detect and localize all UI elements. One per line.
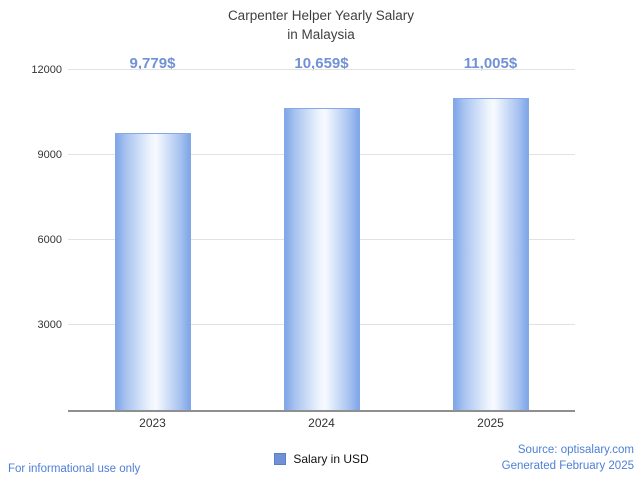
plot-area	[68, 69, 575, 412]
generated-text: Generated February 2025	[501, 460, 634, 473]
source-block: Source: optisalary.com Generated Februar…	[502, 442, 634, 475]
bar-value-labels: 9,779$ 10,659$ 11,005$	[68, 55, 575, 75]
y-tick-label-3000: 3000	[37, 319, 62, 331]
chart-title-line2: in Malaysia	[287, 26, 355, 42]
bar-2023	[114, 132, 191, 410]
source-text: Source: optisalary.com	[517, 443, 634, 456]
x-tick-label-2023: 2023	[139, 416, 166, 430]
bar-value-label-2025: 11,005$	[463, 55, 518, 72]
gridline-12000	[68, 69, 575, 70]
disclaimer-text: For informational use only	[8, 463, 141, 475]
x-tick-label-2024: 2024	[308, 416, 335, 430]
y-tick-label-6000: 6000	[37, 234, 62, 246]
legend-label: Salary in USD	[293, 452, 369, 466]
x-tick-label-2025: 2025	[477, 416, 504, 430]
chart-title: Carpenter Helper Yearly Salary in Malays…	[0, 7, 642, 45]
bars	[68, 70, 575, 410]
bar-value-label-2023: 9,779$	[129, 55, 176, 72]
legend-swatch-icon	[274, 453, 287, 465]
legend: Salary in USD	[68, 452, 575, 466]
y-tick-label-9000: 9000	[37, 149, 62, 161]
y-axis-labels: 3000 6000 9000 12000	[0, 64, 62, 410]
bar-value-label-2024: 10,659$	[294, 55, 349, 72]
bar-2025	[452, 98, 529, 410]
y-tick-label-12000: 12000	[31, 64, 62, 76]
x-axis-labels: 2023 2024 2025	[68, 416, 575, 430]
bar-2024	[283, 108, 360, 410]
chart-title-line1: Carpenter Helper Yearly Salary	[227, 8, 415, 23]
